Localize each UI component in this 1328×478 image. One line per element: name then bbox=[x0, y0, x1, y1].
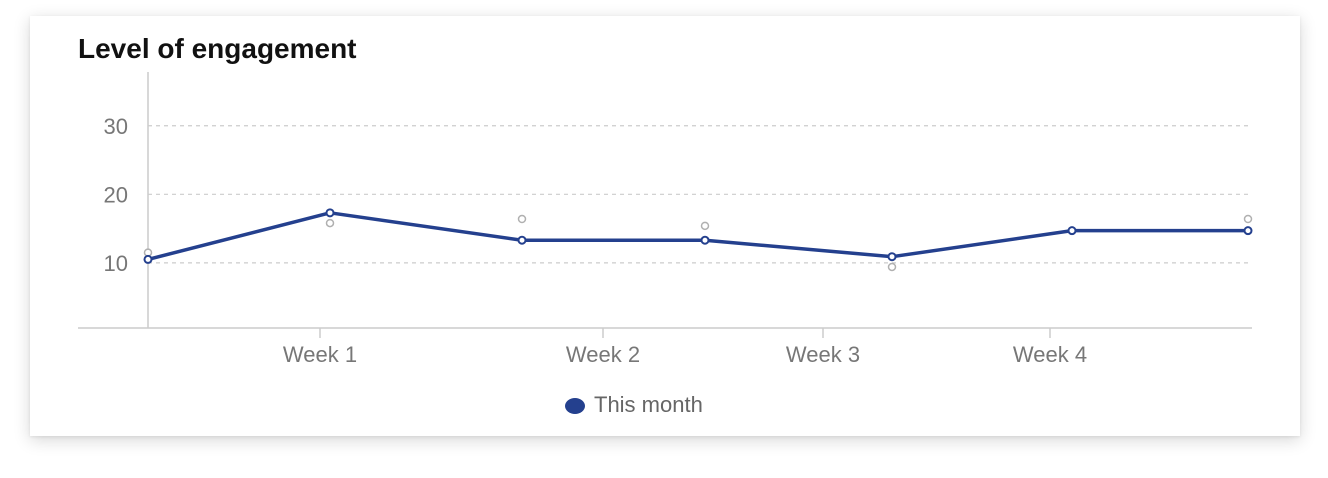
legend-swatch-this-month bbox=[565, 398, 585, 414]
this-month-point bbox=[887, 252, 897, 262]
chart-card: Level of engagement 10 20 30 Week 1 Week 2 We… bbox=[30, 16, 1300, 436]
this-month-point bbox=[1243, 226, 1253, 236]
y-tick-label-30: 30 bbox=[104, 114, 128, 139]
this-month-point bbox=[143, 254, 153, 264]
x-tick-label-3: Week 3 bbox=[786, 342, 860, 367]
y-tick-label-20: 20 bbox=[104, 182, 128, 207]
this-month-line bbox=[147, 211, 1248, 262]
comparison-point bbox=[325, 218, 335, 228]
comparison-point bbox=[700, 221, 710, 231]
this-month-point bbox=[1067, 226, 1077, 236]
x-tick-label-1: Week 1 bbox=[283, 342, 357, 367]
engagement-line-chart: 10 20 30 Week 1 Week 2 Week 3 Week 4 This month bbox=[78, 72, 1253, 417]
comparison-point bbox=[1243, 214, 1253, 224]
x-tick-label-4: Week 4 bbox=[1013, 342, 1087, 367]
comparison-point bbox=[887, 262, 897, 272]
this-month-point bbox=[517, 235, 527, 245]
x-tick-label-2: Week 2 bbox=[566, 342, 640, 367]
this-month-point bbox=[700, 235, 710, 245]
chart-title: Level of engagement bbox=[78, 33, 357, 64]
this-month-point bbox=[325, 208, 335, 218]
y-tick-label-10: 10 bbox=[104, 251, 128, 276]
comparison-point bbox=[517, 214, 527, 224]
legend-label-this-month: This month bbox=[594, 392, 703, 417]
